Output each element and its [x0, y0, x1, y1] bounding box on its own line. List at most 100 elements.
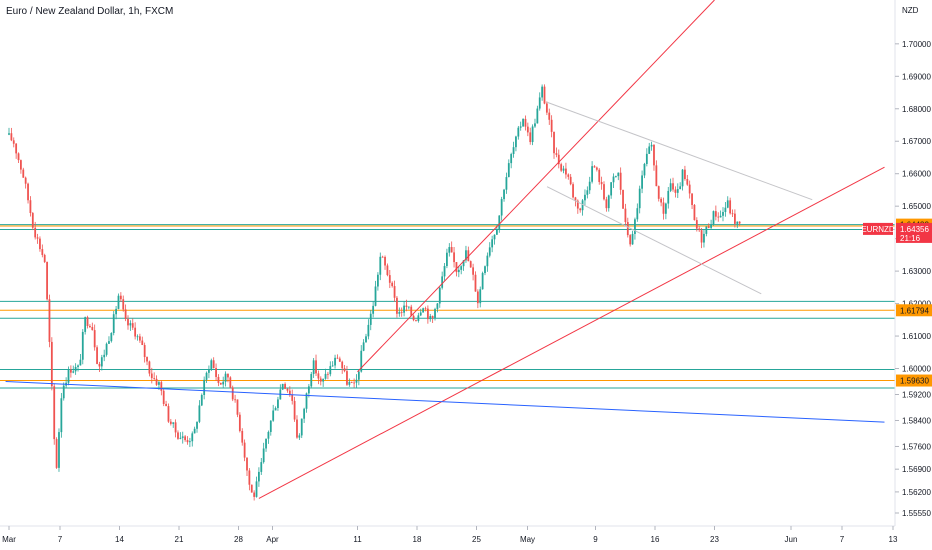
- candle-body: [443, 266, 446, 277]
- candle-body: [286, 388, 289, 391]
- candle-body: [229, 377, 232, 388]
- trend-line-wedge-lower[interactable]: [546, 186, 762, 295]
- time-axis[interactable]: Mar 7 14 21 28 Apr 11 18 25 May 9 16 23 Jun 7 13: [2, 526, 898, 544]
- candle-body: [346, 371, 348, 385]
- candle-body: [267, 431, 270, 439]
- candle-body: [236, 399, 239, 415]
- candle-body: [486, 255, 489, 267]
- x-tick-label: May: [520, 535, 535, 544]
- candle-body: [729, 200, 732, 214]
- candle-body: [553, 131, 555, 154]
- candle-body: [377, 274, 379, 287]
- candle-body: [55, 439, 58, 468]
- trend-line-support-long[interactable]: [5, 381, 885, 423]
- candle-body: [360, 350, 363, 372]
- x-tick-label: 28: [234, 535, 243, 544]
- candle-body: [150, 373, 153, 379]
- candle-body: [688, 184, 691, 194]
- candle-body: [417, 315, 420, 321]
- candle-body: [336, 357, 339, 359]
- trend-lines[interactable]: [5, 0, 885, 499]
- x-tick-label: 14: [115, 535, 124, 544]
- candle-body: [324, 373, 327, 379]
- candle-body: [288, 390, 291, 395]
- candle-body: [662, 202, 665, 214]
- candle-body: [291, 394, 294, 401]
- price-axis[interactable]: 1.70000 1.69000 1.68000 1.67000 1.66000 1.650…: [895, 40, 931, 518]
- candle-body: [372, 305, 375, 314]
- x-tick-label: 25: [472, 535, 481, 544]
- candle-body: [241, 430, 244, 443]
- candle-body: [595, 167, 598, 170]
- candle-body: [22, 169, 25, 178]
- candle-body: [491, 239, 494, 248]
- candle-body: [58, 432, 60, 468]
- candle-body: [498, 215, 501, 230]
- candle-body: [686, 179, 689, 185]
- candle-body: [600, 182, 603, 185]
- candle-body: [712, 211, 715, 225]
- candle-body: [353, 382, 355, 384]
- candle-body: [534, 123, 536, 127]
- candle-body: [524, 118, 527, 127]
- candle-body: [117, 295, 120, 309]
- candle-body: [69, 369, 72, 373]
- candle-body: [512, 147, 515, 155]
- candle-body: [507, 163, 510, 178]
- candle-body: [186, 440, 189, 443]
- candle-body: [724, 207, 727, 213]
- x-tick-label: 16: [651, 535, 660, 544]
- candle-body: [453, 252, 455, 263]
- candle-body: [676, 189, 679, 193]
- candle-body: [488, 247, 491, 256]
- candle-body: [39, 238, 41, 250]
- candle-body: [191, 433, 194, 442]
- candle-body: [250, 484, 253, 493]
- candle-body: [91, 326, 94, 331]
- candle-body: [260, 462, 263, 472]
- trend-line-wedge-upper[interactable]: [546, 101, 813, 201]
- candle-body: [474, 274, 477, 292]
- candle-body: [84, 317, 87, 332]
- candle-body: [648, 146, 651, 154]
- candle-body: [172, 422, 175, 424]
- candle-body: [446, 252, 448, 267]
- candle-body: [96, 347, 98, 364]
- candle-body: [246, 457, 248, 471]
- candle-body: [315, 360, 317, 374]
- trend-line-channel-lower[interactable]: [258, 166, 885, 499]
- candle-body: [365, 336, 367, 343]
- candle-body: [398, 311, 401, 314]
- y-tick-label: 1.57600: [902, 442, 931, 451]
- candle-body: [536, 108, 539, 124]
- candle-body: [703, 233, 705, 243]
- candle-body: [736, 221, 739, 224]
- candle-body: [660, 198, 663, 203]
- candle-body: [617, 172, 620, 177]
- candle-body: [510, 154, 513, 164]
- candle-body: [293, 400, 296, 420]
- candle-body: [436, 303, 439, 309]
- candle-body: [465, 250, 467, 261]
- trend-line-channel-upper[interactable]: [357, 0, 715, 373]
- candle-body: [669, 183, 672, 191]
- candle-body: [48, 299, 51, 342]
- candle-body: [460, 266, 463, 270]
- candle-body: [529, 132, 532, 143]
- candle-body: [34, 227, 37, 238]
- candle-body: [638, 188, 641, 209]
- x-tick-label: 7: [840, 535, 845, 544]
- price-tag-bg: [896, 222, 932, 243]
- candle-body: [10, 133, 13, 141]
- candle-body: [322, 378, 325, 382]
- candle-body: [122, 299, 125, 310]
- candle-body: [657, 186, 660, 199]
- candle-body: [272, 410, 275, 421]
- candle-body: [426, 308, 429, 320]
- candle-body: [679, 186, 682, 190]
- candle-body: [158, 382, 160, 385]
- candle-body: [27, 183, 29, 201]
- candle-body: [119, 295, 122, 300]
